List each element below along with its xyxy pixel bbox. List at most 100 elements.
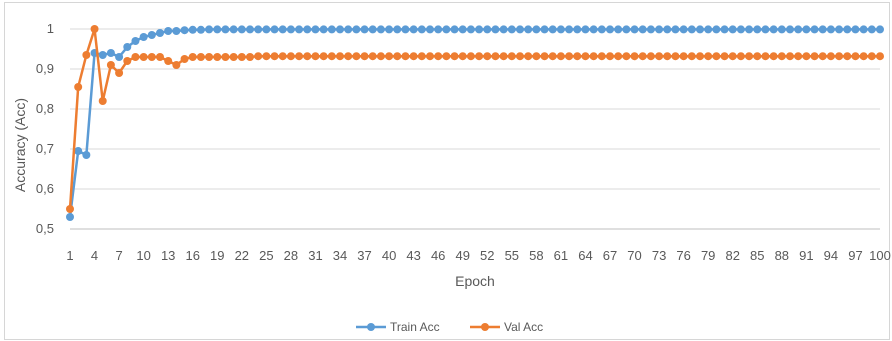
data-point	[655, 52, 664, 61]
y-tick-label: 0,9	[36, 61, 54, 76]
data-point	[589, 25, 598, 34]
x-tick-label: 22	[235, 248, 249, 263]
legend-item: Train Acc	[356, 320, 440, 334]
x-tick-label: 55	[505, 248, 519, 263]
data-point	[810, 25, 819, 34]
data-point	[115, 53, 124, 61]
data-point	[565, 52, 574, 61]
x-tick-label: 1	[66, 248, 73, 263]
data-point	[106, 61, 115, 69]
data-point	[376, 52, 385, 61]
data-point	[213, 25, 222, 34]
series-line	[68, 27, 880, 210]
x-tick-label: 67	[603, 248, 617, 263]
data-point	[286, 52, 295, 61]
data-point	[826, 52, 835, 61]
data-point	[499, 52, 508, 61]
data-point	[679, 25, 688, 34]
data-point	[835, 52, 844, 61]
data-point	[66, 213, 74, 221]
data-point	[483, 52, 492, 61]
data-point	[188, 53, 197, 61]
data-point	[532, 25, 541, 34]
data-point	[794, 25, 803, 34]
data-point	[867, 52, 876, 61]
data-point	[82, 151, 91, 159]
x-tick-label: 25	[259, 248, 273, 263]
data-point	[295, 25, 304, 34]
data-point	[720, 25, 729, 34]
x-tick-label: 61	[554, 248, 568, 263]
x-tick-label: 82	[725, 248, 739, 263]
data-point	[237, 25, 246, 34]
data-point	[786, 25, 794, 34]
data-point	[466, 25, 475, 34]
data-point	[638, 25, 647, 34]
y-axis-title: Accuracy (Acc)	[12, 98, 28, 192]
data-point	[180, 55, 189, 63]
data-point	[540, 25, 549, 34]
data-point	[516, 25, 524, 34]
data-point	[483, 25, 492, 34]
data-point	[278, 52, 287, 61]
x-axis-ticks: 1 4 7 10 13 16 19 22 25 28 31 34 37 40 43 46 49 52 55 58 61 6…	[66, 248, 890, 263]
data-point	[213, 53, 222, 61]
data-point	[139, 53, 148, 61]
data-point	[458, 52, 467, 61]
data-point	[786, 52, 794, 61]
legend-item: Val Acc	[470, 320, 543, 334]
data-point	[622, 52, 631, 61]
data-point	[540, 52, 549, 61]
data-point	[344, 25, 353, 34]
data-point	[835, 25, 844, 34]
data-point	[376, 25, 385, 34]
data-point	[254, 25, 263, 34]
data-point	[221, 53, 230, 61]
data-point	[352, 25, 361, 34]
x-tick-label: 79	[701, 248, 715, 263]
data-point	[573, 52, 582, 61]
data-point	[188, 25, 197, 34]
data-point	[704, 25, 713, 34]
x-tick-label: 49	[455, 248, 469, 263]
data-point	[74, 83, 83, 91]
data-point	[311, 25, 320, 34]
data-point	[499, 25, 508, 34]
x-tick-label: 100	[869, 248, 891, 263]
data-point	[630, 25, 639, 34]
data-point	[98, 51, 107, 59]
data-point	[736, 25, 745, 34]
data-point	[385, 25, 394, 34]
data-point	[745, 52, 754, 61]
data-point	[180, 26, 189, 35]
legend-label: Train Acc	[390, 320, 440, 334]
x-tick-label: 76	[676, 248, 690, 263]
x-tick-label: 10	[136, 248, 150, 263]
data-point	[712, 52, 721, 61]
data-point	[295, 52, 304, 61]
data-point	[614, 52, 623, 61]
data-point	[606, 52, 614, 61]
data-point	[655, 25, 664, 34]
x-tick-label: 28	[284, 248, 298, 263]
x-tick-label: 70	[627, 248, 641, 263]
data-point	[794, 52, 803, 61]
data-point	[843, 25, 852, 34]
data-point	[336, 25, 344, 34]
data-point	[196, 53, 205, 61]
data-point	[663, 52, 672, 61]
data-point	[262, 25, 271, 34]
data-point	[507, 25, 516, 34]
data-point	[507, 52, 516, 61]
data-point	[385, 52, 394, 61]
data-point	[196, 25, 205, 34]
x-tick-label: 88	[775, 248, 789, 263]
data-point	[417, 52, 426, 61]
data-point	[434, 52, 443, 61]
data-point	[556, 25, 565, 34]
x-tick-label: 16	[185, 248, 199, 263]
legend-label: Val Acc	[504, 320, 543, 334]
data-point	[442, 52, 451, 61]
data-point	[303, 25, 312, 34]
